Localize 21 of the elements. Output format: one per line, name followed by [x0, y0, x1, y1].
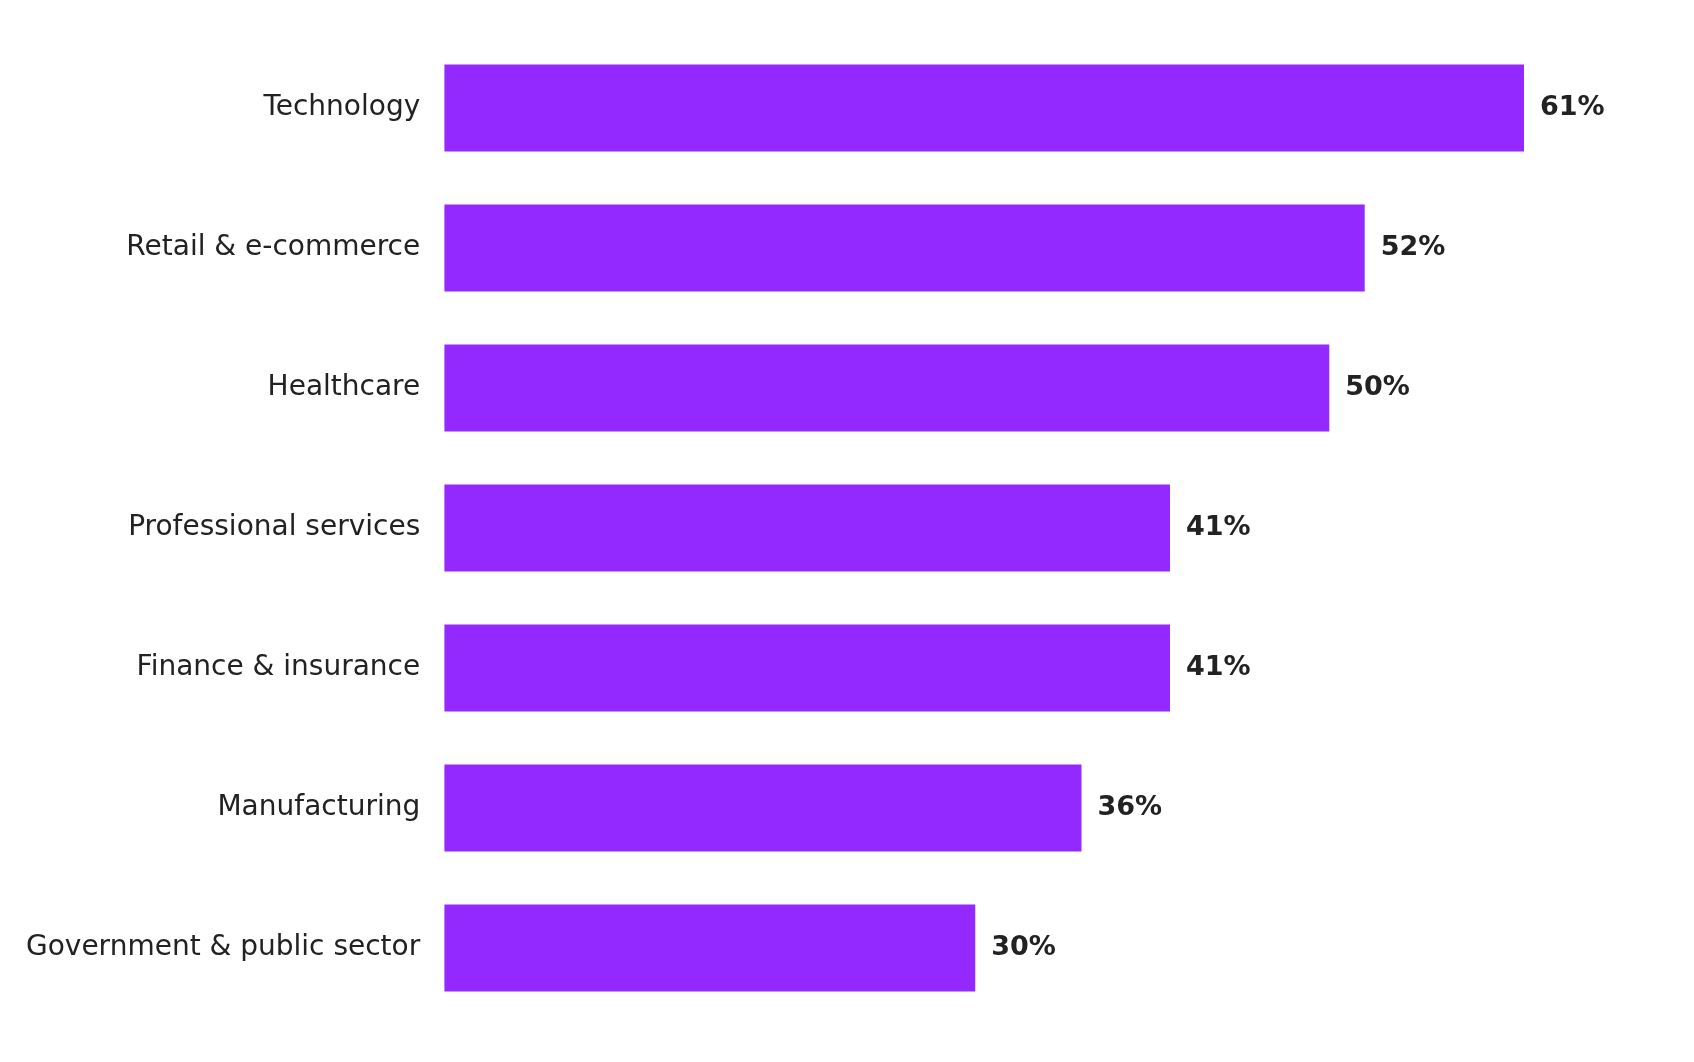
data-label: 50%	[1345, 370, 1410, 402]
y-tick-label: Finance & insurance	[136, 649, 421, 683]
bar	[444, 204, 1365, 292]
bar	[444, 904, 976, 992]
bar	[444, 624, 1170, 712]
bar	[444, 344, 1330, 432]
data-label: 30%	[991, 930, 1056, 962]
y-tick-label: Healthcare	[267, 369, 421, 403]
bar	[444, 764, 1082, 852]
bar	[444, 484, 1170, 572]
y-tick-label: Professional services	[128, 509, 421, 543]
data-label: 36%	[1097, 790, 1163, 822]
y-tick-label: Retail & e-commerce	[126, 229, 421, 263]
y-tick-label: Manufacturing	[217, 789, 421, 823]
data-label: 52%	[1380, 230, 1446, 262]
y-tick-label: Technology	[262, 89, 421, 123]
y-tick-label: Government & public sector	[25, 929, 421, 963]
bar	[444, 64, 1524, 152]
data-label: 41%	[1185, 650, 1251, 682]
data-label: 41%	[1185, 510, 1251, 542]
data-label: 61%	[1540, 90, 1605, 122]
